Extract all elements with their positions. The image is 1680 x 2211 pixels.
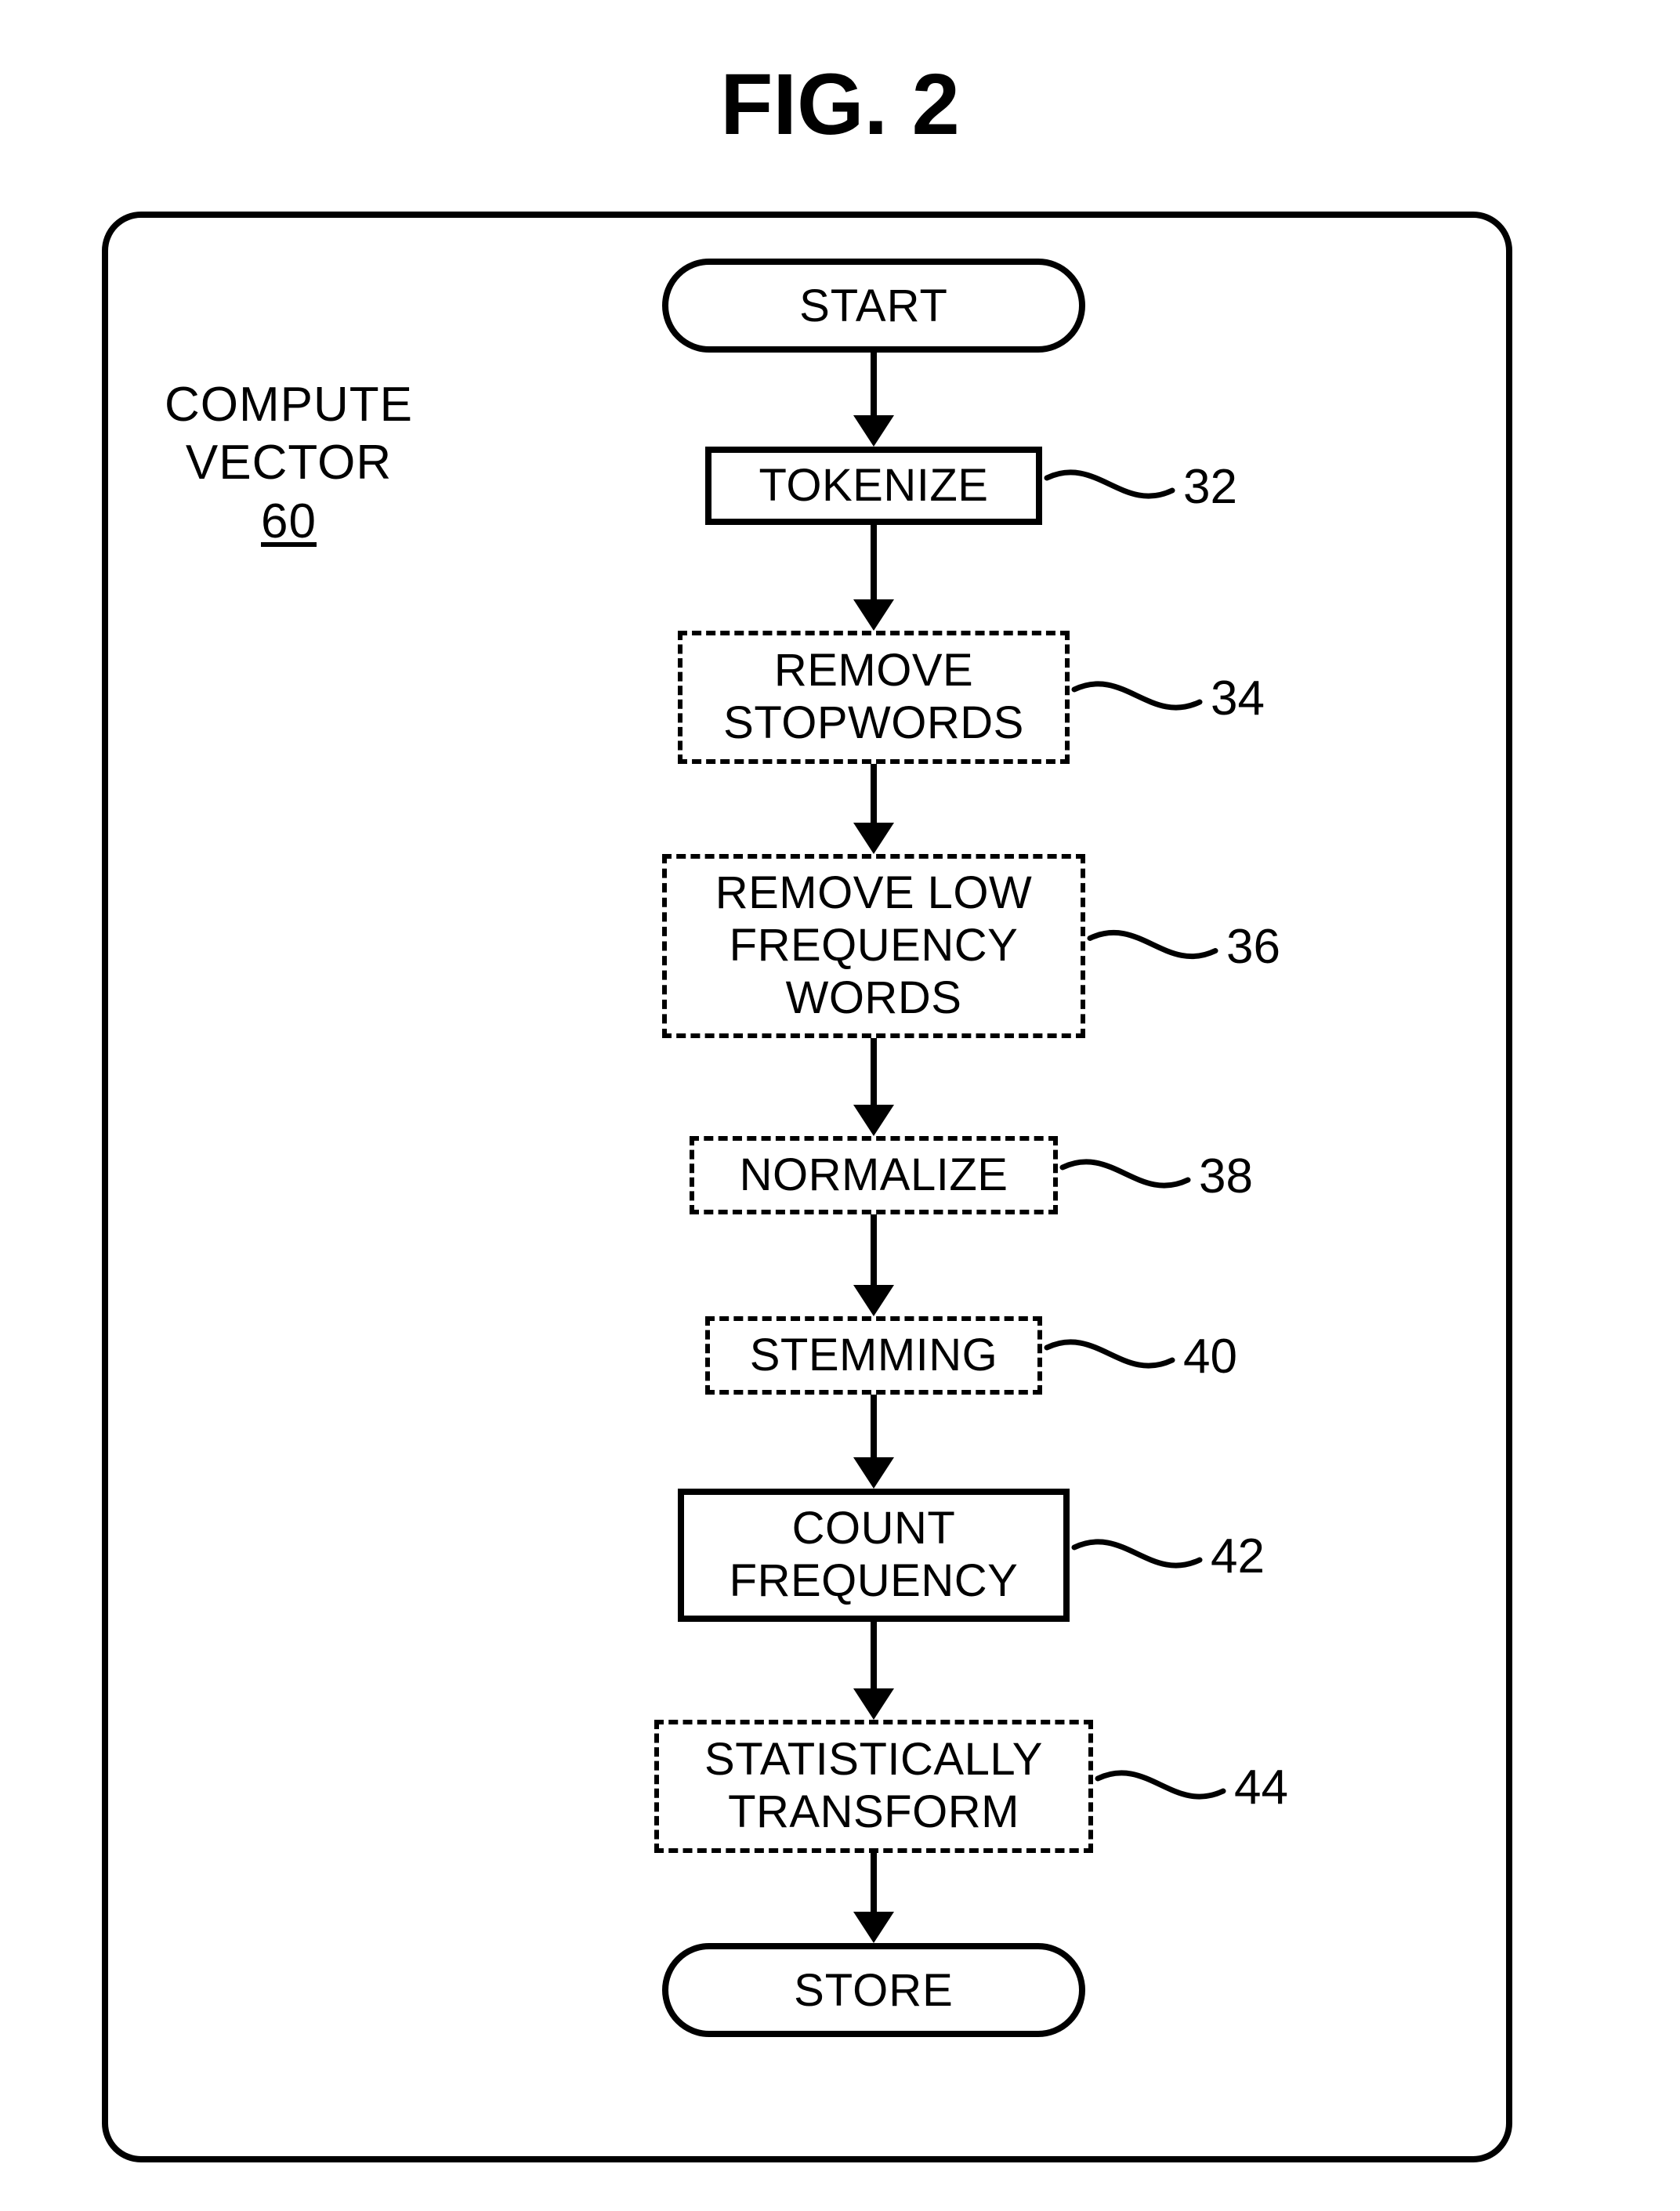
arrow-n36 <box>853 1038 894 1136</box>
ref-44: 44 <box>1234 1760 1288 1815</box>
node-n38: NORMALIZE <box>690 1136 1058 1214</box>
node-n40: STEMMING <box>705 1316 1042 1395</box>
arrow-n32 <box>853 525 894 631</box>
ref-42: 42 <box>1211 1529 1265 1584</box>
ref-38: 38 <box>1199 1149 1253 1204</box>
arrow-n40 <box>853 1395 894 1489</box>
arrow-n34 <box>853 764 894 854</box>
arrow-n42 <box>853 1622 894 1720</box>
node-n36: REMOVE LOW FREQUENCY WORDS <box>662 854 1085 1038</box>
compute-vector-label: COMPUTE VECTOR 60 <box>165 376 413 551</box>
node-n42: COUNT FREQUENCY <box>678 1489 1070 1622</box>
flowchart: START TOKENIZE REMOVE STOPWORDS REMOVE LOW … <box>654 259 1093 2037</box>
node-n32: TOKENIZE <box>705 447 1042 525</box>
node-start: START <box>662 259 1085 353</box>
arrow-start <box>853 353 894 447</box>
node-store: STORE <box>662 1943 1085 2037</box>
compute-vector-line2: VECTOR <box>165 434 413 492</box>
ref-36: 36 <box>1226 919 1280 975</box>
ref-34: 34 <box>1211 671 1265 726</box>
node-n34: REMOVE STOPWORDS <box>678 631 1070 764</box>
ref-40: 40 <box>1183 1329 1237 1384</box>
compute-vector-num: 60 <box>165 493 413 551</box>
ref-32: 32 <box>1183 459 1237 515</box>
figure-title: FIG. 2 <box>0 55 1680 154</box>
node-n44: STATISTICALLY TRANSFORM <box>654 1720 1093 1853</box>
arrow-n44 <box>853 1853 894 1943</box>
arrow-n38 <box>853 1214 894 1316</box>
compute-vector-line1: COMPUTE <box>165 376 413 434</box>
